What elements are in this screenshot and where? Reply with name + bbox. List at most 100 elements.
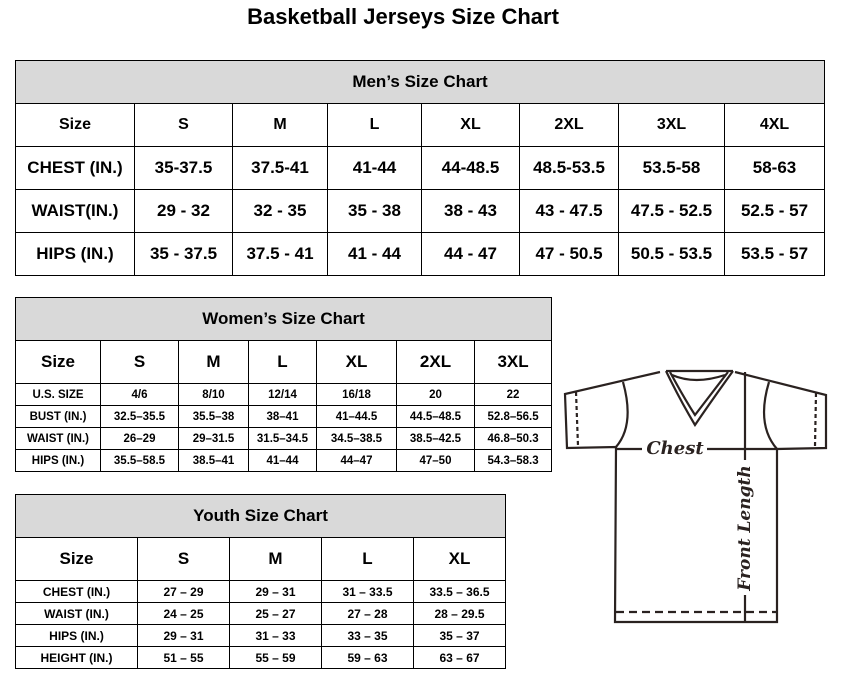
jersey-measurement-diagram: Chest Front Length — [563, 369, 828, 624]
table-row: CHEST (IN.) 35-37.5 37.5-41 41-44 44-48.5 48.… — [15, 146, 826, 190]
table-header-row: Size S M L XL — [15, 537, 507, 581]
table-cell: 12/14 — [248, 383, 317, 406]
table-cell: 29 - 32 — [134, 189, 233, 233]
table-cell: 53.5-58 — [618, 146, 725, 190]
table-cell: 24 – 25 — [137, 602, 230, 625]
table-cell: 50.5 - 53.5 — [618, 232, 725, 276]
table-cell: 20 — [396, 383, 475, 406]
table-cell: 35 - 37.5 — [134, 232, 233, 276]
row-label-cell: CHEST (IN.) — [15, 146, 135, 190]
table-cell: 8/10 — [178, 383, 249, 406]
table-cell: 4XL — [723, 103, 826, 147]
table-cell: 29 – 31 — [137, 624, 230, 647]
table-cell: M — [229, 537, 322, 581]
table-cell: 31.5–34.5 — [248, 427, 317, 450]
table-cell: 29 – 31 — [229, 580, 322, 603]
table-cell: 27 – 28 — [321, 602, 414, 625]
table-cell: 52.5 - 57 — [723, 189, 826, 233]
table-cell: L — [321, 537, 414, 581]
table-cell: 38.5–42.5 — [396, 427, 475, 450]
table-cell: 32 - 35 — [232, 189, 328, 233]
table-cell: L — [327, 103, 422, 147]
table-cell: 33.5 – 36.5 — [412, 580, 507, 603]
row-label-cell: Size — [15, 103, 135, 147]
table-row: U.S. SIZE 4/6 8/10 12/14 16/18 20 22 — [15, 383, 553, 406]
table-row: WAIST (IN.) 24 – 25 25 – 27 27 – 28 28 – 29.… — [15, 602, 507, 625]
table-cell: 33 – 35 — [321, 624, 414, 647]
table-header-row: Size S M L XL 2XL 3XL — [15, 340, 553, 384]
table-cell: 32.5–35.5 — [100, 405, 179, 428]
table-cell: 41–44.5 — [316, 405, 397, 428]
row-label-cell: Size — [15, 340, 101, 384]
table-cell: S — [134, 103, 233, 147]
table-cell: 54.3–58.3 — [473, 449, 553, 472]
table-cell: 38–41 — [248, 405, 317, 428]
row-label-cell: WAIST(IN.) — [15, 189, 135, 233]
table-cell: 63 – 67 — [412, 646, 507, 669]
table-cell: 47 - 50.5 — [519, 232, 619, 276]
table-cell: XL — [421, 103, 520, 147]
row-label-cell: WAIST (IN.) — [15, 427, 101, 450]
table-row: HEIGHT (IN.) 51 – 55 55 – 59 59 – 63 63 – 67 — [15, 646, 507, 669]
table-cell: 31 – 33.5 — [321, 580, 414, 603]
row-label-cell: HIPS (IN.) — [15, 232, 135, 276]
table-cell: 2XL — [396, 340, 475, 384]
table-cell: 3XL — [618, 103, 725, 147]
page-title: Basketball Jerseys Size Chart — [247, 4, 559, 29]
youth-size-table: Youth Size Chart Size S M L XL CHEST (IN.) 27… — [14, 494, 507, 669]
table-cell: 44–47 — [316, 449, 397, 472]
table-cell: 28 – 29.5 — [412, 602, 507, 625]
table-cell: 41-44 — [327, 146, 422, 190]
table-cell: 4/6 — [100, 383, 179, 406]
womens-table-title: Women’s Size Chart — [14, 297, 553, 341]
table-cell: 52.8–56.5 — [473, 405, 553, 428]
row-label-cell: WAIST (IN.) — [15, 602, 138, 625]
table-cell: 41–44 — [248, 449, 317, 472]
table-cell: 34.5–38.5 — [316, 427, 397, 450]
row-label-cell: HIPS (IN.) — [15, 624, 138, 647]
table-row: CHEST (IN.) 27 – 29 29 – 31 31 – 33.5 33.5 –… — [15, 580, 507, 603]
row-label-cell: BUST (IN.) — [15, 405, 101, 428]
table-cell: 3XL — [473, 340, 553, 384]
table-cell: 31 – 33 — [229, 624, 322, 647]
table-cell: 35.5–38 — [178, 405, 249, 428]
table-cell: 35 – 37 — [412, 624, 507, 647]
table-cell: M — [178, 340, 249, 384]
table-row: HIPS (IN.) 35.5–58.5 38.5–41 41–44 44–47 47–5… — [15, 449, 553, 472]
row-label-cell: U.S. SIZE — [15, 383, 101, 406]
row-label-cell: CHEST (IN.) — [15, 580, 138, 603]
table-cell: S — [137, 537, 230, 581]
table-cell: 22 — [473, 383, 553, 406]
table-cell: S — [100, 340, 179, 384]
table-cell: 26–29 — [100, 427, 179, 450]
table-cell: 37.5 - 41 — [232, 232, 328, 276]
table-cell: 46.8–50.3 — [473, 427, 553, 450]
table-cell: 35-37.5 — [134, 146, 233, 190]
table-cell: 44.5–48.5 — [396, 405, 475, 428]
table-cell: 53.5 - 57 — [723, 232, 826, 276]
mens-size-table: Men’s Size Chart Size S M L XL 2XL 3XL 4XL CHES… — [14, 60, 826, 276]
table-cell: 2XL — [519, 103, 619, 147]
table-cell: 47–50 — [396, 449, 475, 472]
row-label-cell: HEIGHT (IN.) — [15, 646, 138, 669]
table-cell: 35.5–58.5 — [100, 449, 179, 472]
table-cell: 38.5–41 — [178, 449, 249, 472]
table-cell: 44-48.5 — [421, 146, 520, 190]
table-cell: 35 - 38 — [327, 189, 422, 233]
table-cell: XL — [316, 340, 397, 384]
table-cell: 38 - 43 — [421, 189, 520, 233]
row-label-cell: HIPS (IN.) — [15, 449, 101, 472]
womens-size-table: Women’s Size Chart Size S M L XL 2XL 3XL U.S. … — [14, 297, 553, 472]
table-cell: 16/18 — [316, 383, 397, 406]
table-cell: 51 – 55 — [137, 646, 230, 669]
front-length-label: Front Length — [735, 465, 755, 591]
table-row: HIPS (IN.) 35 - 37.5 37.5 - 41 41 - 44 44 - … — [15, 232, 826, 276]
table-cell: 55 – 59 — [229, 646, 322, 669]
table-cell: 43 - 47.5 — [519, 189, 619, 233]
table-cell: XL — [412, 537, 507, 581]
table-cell: 48.5-53.5 — [519, 146, 619, 190]
table-cell: 41 - 44 — [327, 232, 422, 276]
table-cell: 29–31.5 — [178, 427, 249, 450]
table-cell: 44 - 47 — [421, 232, 520, 276]
table-row: BUST (IN.) 32.5–35.5 35.5–38 38–41 41–44.5 44… — [15, 405, 553, 428]
